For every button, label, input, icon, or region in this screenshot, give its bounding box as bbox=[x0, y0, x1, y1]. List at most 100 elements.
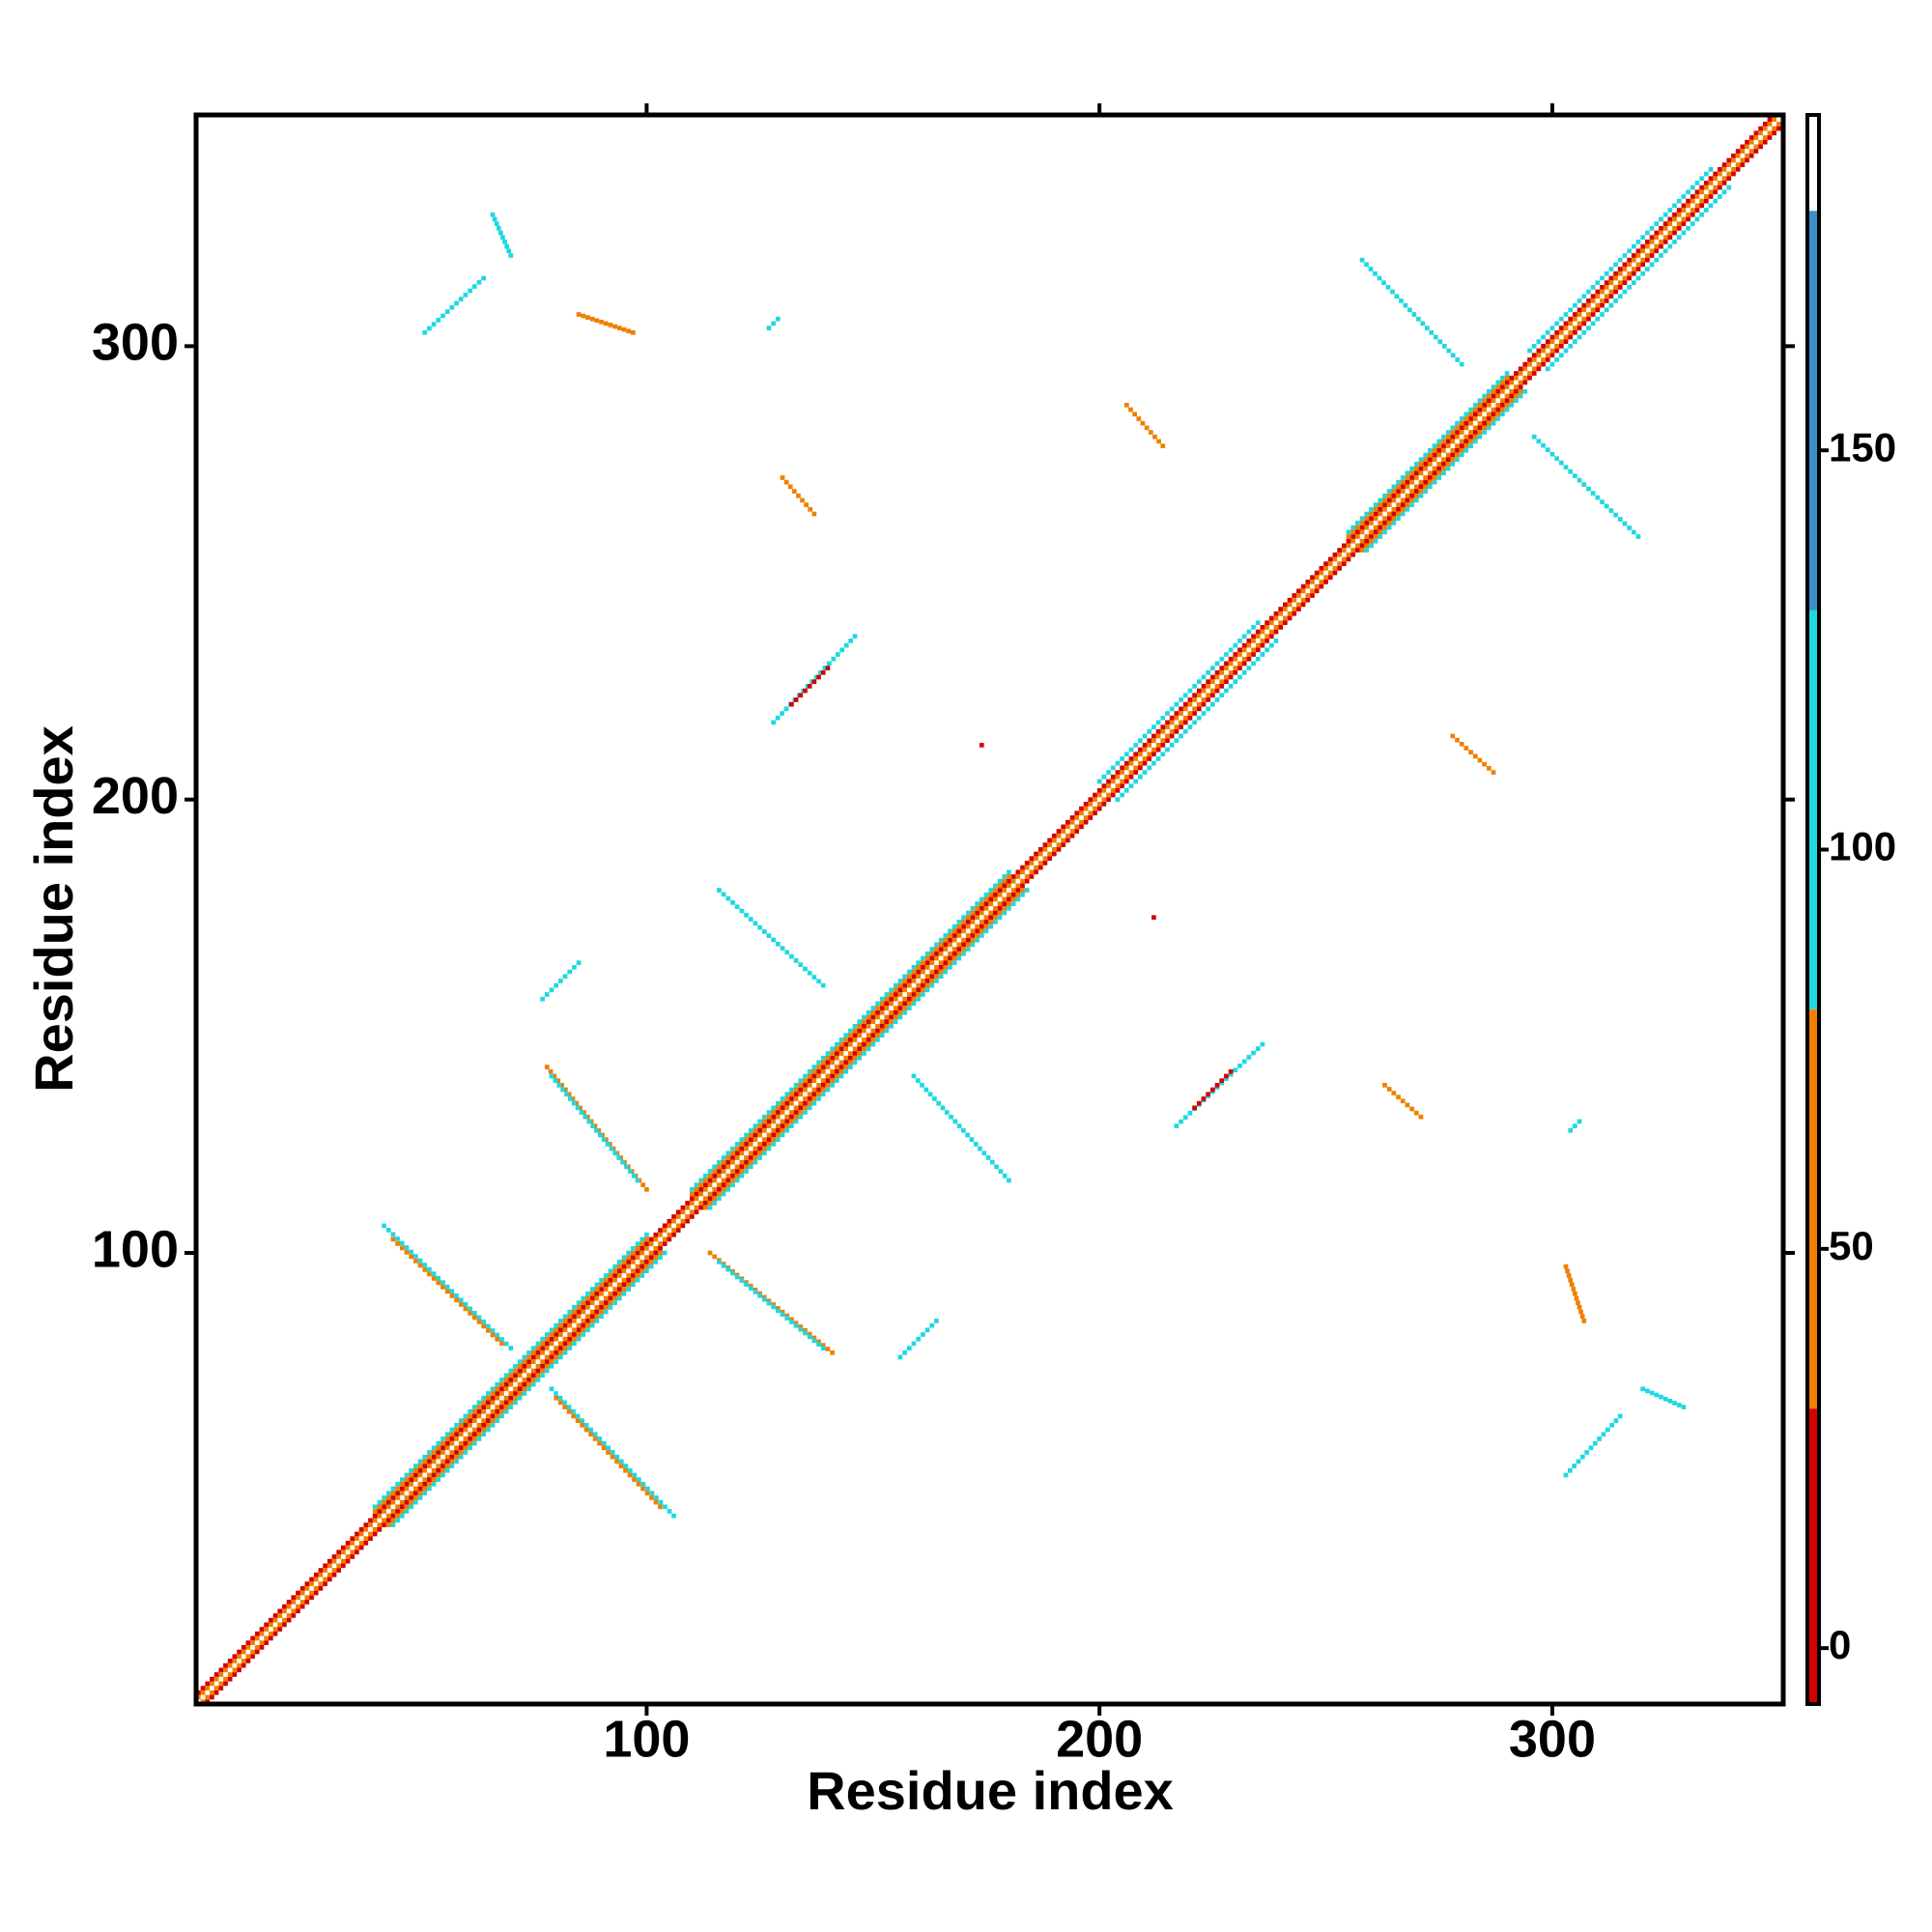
contact-cell bbox=[784, 1100, 790, 1106]
contact-cell bbox=[994, 1164, 999, 1170]
contact-cell bbox=[644, 1264, 649, 1269]
contact-cell bbox=[1509, 388, 1515, 394]
contact-cell bbox=[395, 1241, 400, 1246]
contact-cell bbox=[200, 1690, 206, 1695]
contact-cell bbox=[471, 1315, 477, 1321]
contact-cell bbox=[838, 1068, 844, 1074]
contact-cell bbox=[554, 1336, 559, 1342]
contact-cell bbox=[870, 1006, 876, 1010]
contact-cell bbox=[567, 1336, 573, 1342]
contact-cell bbox=[1002, 1173, 1008, 1179]
contact-cell bbox=[1187, 701, 1193, 707]
contact-cell bbox=[644, 1268, 649, 1274]
contact-cell bbox=[309, 1577, 314, 1582]
contact-cell bbox=[816, 1096, 821, 1101]
contact-cell bbox=[331, 1568, 337, 1573]
contact-cell bbox=[1255, 629, 1261, 635]
contact-cell bbox=[1514, 388, 1519, 394]
contact-cell bbox=[838, 1073, 844, 1079]
contact-cell bbox=[1586, 486, 1591, 492]
contact-cell bbox=[535, 1368, 541, 1374]
contact-cell bbox=[517, 1381, 523, 1387]
contact-cell bbox=[355, 1549, 359, 1555]
contact-cell bbox=[382, 1509, 386, 1514]
contact-cell bbox=[592, 1436, 598, 1441]
contact-cell bbox=[1319, 583, 1324, 589]
contact-cell bbox=[725, 1182, 731, 1187]
contact-cell bbox=[780, 1312, 785, 1318]
contact-cell bbox=[286, 1617, 292, 1623]
contact-cell bbox=[618, 1463, 624, 1468]
contact-cell bbox=[948, 928, 952, 934]
contact-cell bbox=[1690, 212, 1695, 217]
contact-cell bbox=[213, 1686, 219, 1690]
contact-cell bbox=[608, 1295, 613, 1301]
contact-cell bbox=[834, 1065, 839, 1069]
contact-cell bbox=[608, 1273, 613, 1278]
contact-cell bbox=[1635, 253, 1641, 258]
contact-cell bbox=[399, 1477, 405, 1483]
contact-cell bbox=[798, 1110, 804, 1115]
contact-cell bbox=[1721, 189, 1727, 195]
contact-cell bbox=[495, 1386, 500, 1392]
contact-cell bbox=[1676, 221, 1682, 226]
contact-cell bbox=[807, 684, 812, 689]
contact-cell bbox=[503, 1400, 509, 1406]
contact-cell bbox=[444, 1284, 450, 1290]
contact-cell bbox=[580, 1423, 584, 1428]
contact-cell bbox=[680, 1223, 686, 1229]
contact-cell bbox=[1210, 688, 1215, 694]
contact-cell bbox=[961, 923, 966, 929]
contact-cell bbox=[585, 315, 590, 320]
contact-cell bbox=[1251, 639, 1256, 643]
contact-cell bbox=[1296, 602, 1301, 608]
contact-cell bbox=[1635, 275, 1641, 281]
contact-cell bbox=[1581, 482, 1587, 487]
contact-cell bbox=[431, 1445, 437, 1451]
contact-cell bbox=[776, 1123, 781, 1128]
contact-cell bbox=[218, 1667, 224, 1673]
contact-cell bbox=[1527, 375, 1532, 381]
contact-cell bbox=[1305, 583, 1311, 589]
contact-cell bbox=[269, 1622, 273, 1628]
contact-cell bbox=[309, 1581, 314, 1586]
contact-cell bbox=[1373, 502, 1378, 507]
contact-cell bbox=[1147, 752, 1152, 757]
contact-cell bbox=[417, 1258, 423, 1264]
contact-cell bbox=[382, 1518, 386, 1523]
contact-cell bbox=[590, 1123, 595, 1128]
contact-cell bbox=[1541, 334, 1546, 340]
contact-cell bbox=[1690, 185, 1695, 190]
contact-cell bbox=[213, 1672, 219, 1677]
contact-cell bbox=[1554, 456, 1559, 462]
contact-cell bbox=[296, 1604, 300, 1609]
contact-cell bbox=[1391, 506, 1397, 512]
contact-cell bbox=[440, 1436, 445, 1441]
contact-cell bbox=[495, 1413, 500, 1419]
contact-cell bbox=[1115, 797, 1121, 803]
contact-cell bbox=[588, 1119, 594, 1124]
contact-cell bbox=[422, 1482, 428, 1487]
contact-cell bbox=[476, 1436, 482, 1441]
contact-cell bbox=[807, 1100, 812, 1106]
contact-cell bbox=[893, 992, 898, 997]
contact-cell bbox=[866, 1033, 871, 1038]
y-tick-label: 300 bbox=[92, 314, 179, 372]
contact-cell bbox=[1110, 779, 1116, 784]
contact-cell bbox=[1381, 280, 1386, 285]
contact-cell bbox=[911, 1001, 917, 1007]
contact-cell bbox=[717, 1186, 722, 1192]
contact-cell bbox=[582, 1110, 586, 1115]
contact-cell bbox=[627, 1169, 633, 1174]
contact-cell bbox=[1120, 792, 1124, 798]
contact-cell bbox=[1445, 462, 1451, 467]
contact-cell bbox=[1405, 475, 1410, 480]
contact-cell bbox=[1468, 430, 1473, 435]
contact-cell bbox=[1708, 176, 1714, 182]
contact-cell bbox=[1495, 388, 1501, 394]
contact-cell bbox=[1745, 153, 1749, 158]
contact-cell bbox=[363, 1541, 369, 1546]
contact-cell bbox=[707, 1178, 713, 1183]
contact-cell bbox=[552, 1073, 557, 1079]
contact-cell bbox=[385, 1499, 391, 1505]
